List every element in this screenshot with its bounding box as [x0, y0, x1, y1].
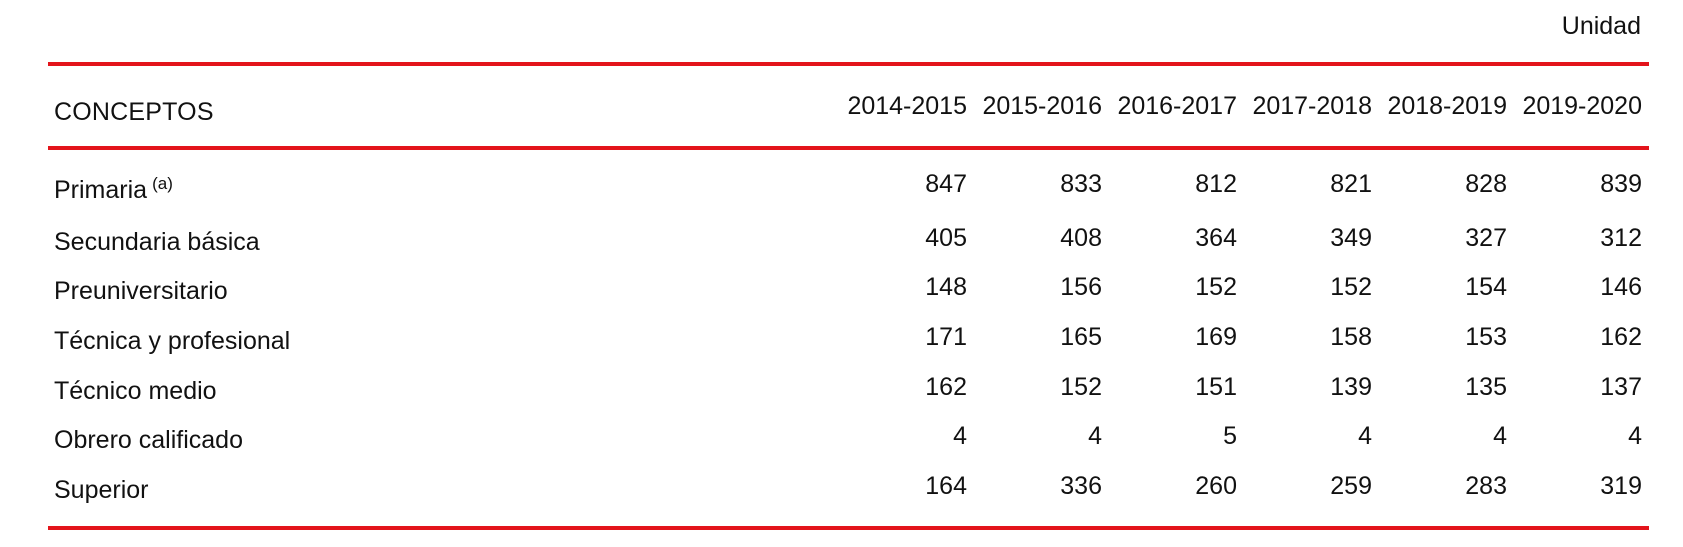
- table-cell: 405: [925, 224, 967, 252]
- table-cell: 162: [1600, 323, 1642, 351]
- column-header-concepts: CONCEPTOS: [54, 98, 214, 126]
- table-cell: 146: [1600, 273, 1642, 301]
- year-header-2019-2020: 2019-2020: [1522, 92, 1642, 120]
- table-cell: 151: [1195, 373, 1237, 401]
- table-cell: 312: [1600, 224, 1642, 252]
- row-label: Técnica y profesional: [54, 327, 291, 355]
- table-cell: 152: [1195, 273, 1237, 301]
- unit-label: Unidad: [1561, 12, 1641, 40]
- table-cell: 152: [1330, 273, 1372, 301]
- table-cell: 847: [925, 170, 967, 198]
- row-label: Superior: [54, 476, 149, 504]
- table-row: Primaria (a) 847 833 812 821 828 839: [0, 170, 1683, 214]
- table-cell: 135: [1465, 373, 1507, 401]
- table-cell: 4: [1088, 422, 1102, 450]
- table-cell: 148: [925, 273, 967, 301]
- table-cell: 171: [925, 323, 967, 351]
- table-row: Técnica y profesional 171 165 169 158 15…: [0, 323, 1683, 367]
- table-cell: 833: [1060, 170, 1102, 198]
- table-cell: 327: [1465, 224, 1507, 252]
- table-cell: 812: [1195, 170, 1237, 198]
- row-label: Preuniversitario: [54, 277, 228, 305]
- table-cell: 4: [1358, 422, 1372, 450]
- row-label: Técnico medio: [54, 377, 217, 405]
- table-row: Preuniversitario 148 156 152 152 154 146: [0, 273, 1683, 317]
- table-cell: 364: [1195, 224, 1237, 252]
- year-header-2017-2018: 2017-2018: [1252, 92, 1372, 120]
- row-label-text: Primaria: [54, 176, 148, 204]
- table-cell: 4: [1628, 422, 1642, 450]
- header-divider-rule: [48, 146, 1649, 150]
- table-cell: 154: [1465, 273, 1507, 301]
- year-header-2018-2019: 2018-2019: [1387, 92, 1507, 120]
- table-cell: 162: [925, 373, 967, 401]
- table-cell: 821: [1330, 170, 1372, 198]
- table-cell: 336: [1060, 472, 1102, 500]
- table-cell: 4: [1493, 422, 1507, 450]
- table-cell: 408: [1060, 224, 1102, 252]
- row-label: Secundaria básica: [54, 228, 260, 256]
- year-header-2014-2015: 2014-2015: [847, 92, 967, 120]
- footnote-marker: (a): [152, 174, 173, 193]
- row-label: Obrero calificado: [54, 426, 243, 454]
- table-cell: 259: [1330, 472, 1372, 500]
- table-cell: 5: [1223, 422, 1237, 450]
- row-label: Primaria (a): [54, 174, 173, 205]
- table-cell: 164: [925, 472, 967, 500]
- table-cell: 4: [953, 422, 967, 450]
- year-header-2015-2016: 2015-2016: [982, 92, 1102, 120]
- table-cell: 137: [1600, 373, 1642, 401]
- table-cell: 156: [1060, 273, 1102, 301]
- bottom-rule: [48, 526, 1649, 530]
- table-cell: 158: [1330, 323, 1372, 351]
- table-row: Superior 164 336 260 259 283 319: [0, 472, 1683, 516]
- year-header-2016-2017: 2016-2017: [1117, 92, 1237, 120]
- table-cell: 828: [1465, 170, 1507, 198]
- table-cell: 260: [1195, 472, 1237, 500]
- top-rule: [48, 62, 1649, 66]
- table-cell: 319: [1600, 472, 1642, 500]
- table-cell: 139: [1330, 373, 1372, 401]
- table-cell: 839: [1600, 170, 1642, 198]
- table-row: Secundaria básica 405 408 364 349 327 31…: [0, 224, 1683, 268]
- table-cell: 153: [1465, 323, 1507, 351]
- table-cell: 169: [1195, 323, 1237, 351]
- table-cell: 152: [1060, 373, 1102, 401]
- table-cell: 165: [1060, 323, 1102, 351]
- table-cell: 283: [1465, 472, 1507, 500]
- table-cell: 349: [1330, 224, 1372, 252]
- table-row: Técnico medio 162 152 151 139 135 137: [0, 373, 1683, 417]
- table-row: Obrero calificado 4 4 5 4 4 4: [0, 422, 1683, 466]
